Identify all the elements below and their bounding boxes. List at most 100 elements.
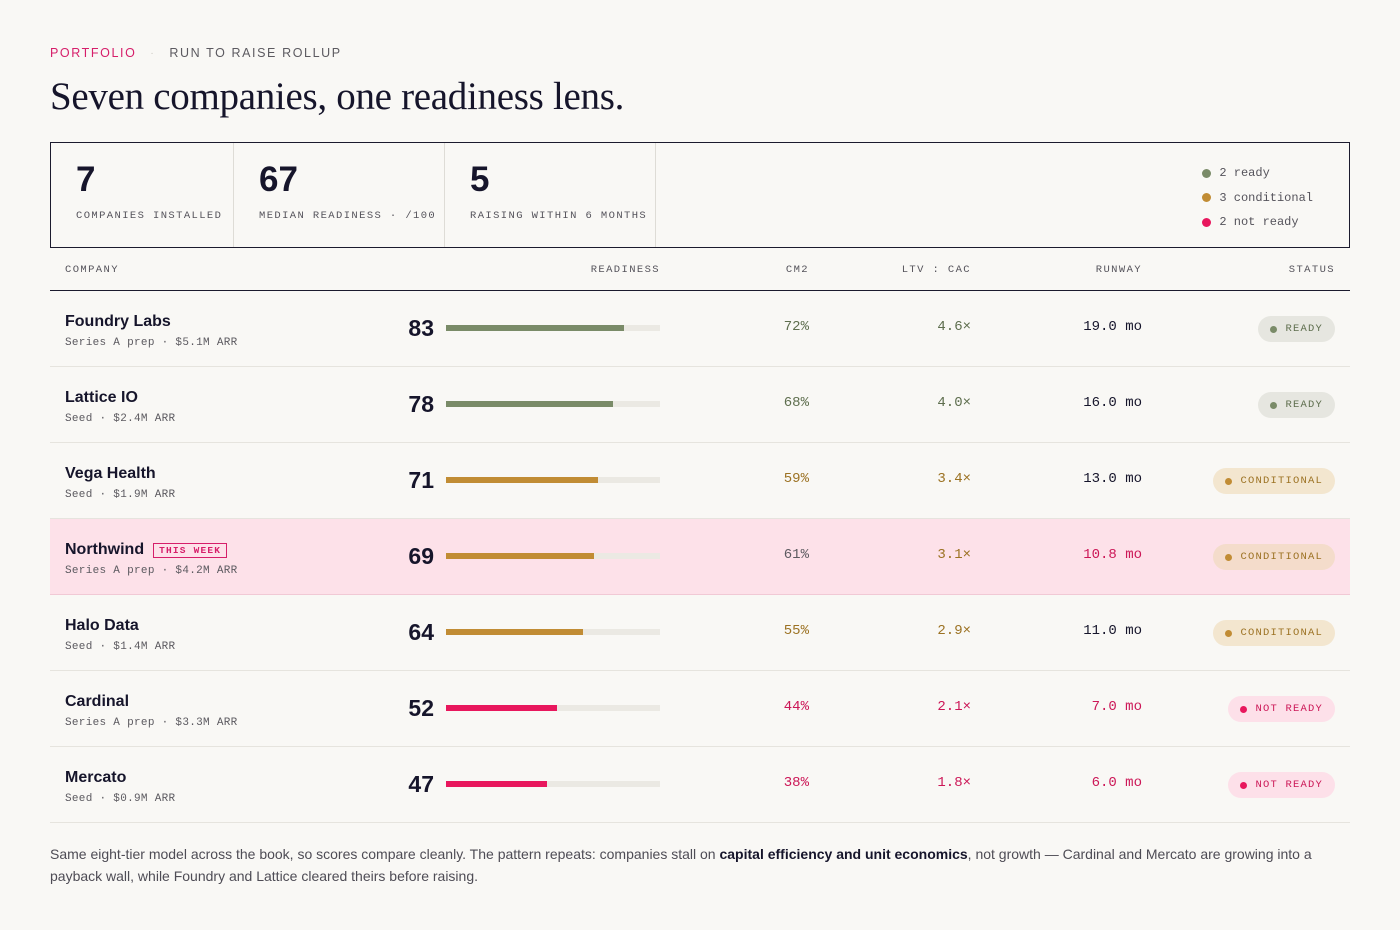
- conditional-dot-icon: [1202, 193, 1212, 203]
- status-label: READY: [1285, 323, 1323, 335]
- status-badge[interactable]: NOT READY: [1228, 696, 1335, 722]
- company-meta: Seed · $0.9M ARR: [65, 793, 176, 805]
- company-name[interactable]: Cardinal: [65, 693, 129, 711]
- eyebrow-separator: ·: [150, 47, 156, 59]
- table-header: COMPANY READINESS CM2 LTV : CAC RUNWAY S…: [50, 248, 1350, 291]
- stat-median-readiness: 67 MEDIAN READINESS · /100: [234, 143, 445, 247]
- readiness-score: 71: [408, 467, 434, 493]
- company-name[interactable]: Lattice IO: [65, 389, 138, 407]
- ready-dot-icon: [1202, 168, 1212, 178]
- column-header-cm2[interactable]: CM2: [785, 264, 809, 276]
- readiness-score: 52: [408, 695, 434, 721]
- readiness-bar: [446, 325, 660, 331]
- readiness-bar: [446, 477, 660, 483]
- status-label: NOT READY: [1255, 779, 1323, 791]
- company-name-text: Mercato: [65, 769, 127, 786]
- company-name-text: Vega Health: [65, 465, 156, 482]
- status-badge[interactable]: CONDITIONAL: [1213, 468, 1335, 494]
- footnote-text: Same eight-tier model across the book, s…: [50, 846, 720, 862]
- readiness-bar: [446, 401, 660, 407]
- status-dot-icon: [1225, 629, 1233, 637]
- company-meta: Series A prep · $5.1M ARR: [65, 337, 238, 349]
- readiness-score: 69: [408, 543, 434, 569]
- table-row[interactable]: Mercato Seed · $0.9M ARR 47 38% 1.8× 6.0 mo NO…: [50, 747, 1350, 823]
- footnote-text-end: , not growth — Cardinal and Mercato are …: [50, 846, 1312, 884]
- company-name-text: Lattice IO: [65, 389, 138, 406]
- table-row[interactable]: Foundry Labs Series A prep · $5.1M ARR 83 7…: [50, 291, 1350, 367]
- runway-value: 13.0 mo: [1083, 471, 1142, 487]
- stat-label: COMPANIES INSTALLED: [76, 210, 223, 222]
- stat-raising-within-6-months: 5 RAISING WITHIN 6 MONTHS: [445, 143, 656, 247]
- ltv-cac-value: 2.1×: [937, 699, 971, 715]
- eyebrow-section[interactable]: PORTFOLIO: [50, 46, 137, 60]
- ltv-cac-value: 1.8×: [937, 775, 971, 791]
- cm2-value: 61%: [783, 547, 809, 563]
- readiness-bar: [446, 629, 660, 635]
- summary-panel: 7 COMPANIES INSTALLED 67 MEDIAN READINES…: [50, 142, 1350, 248]
- column-header-status[interactable]: STATUS: [1288, 264, 1335, 276]
- company-meta: Seed · $1.4M ARR: [65, 641, 176, 653]
- table-row[interactable]: Vega Health Seed · $1.9M ARR 71 59% 3.4× 13.0…: [50, 443, 1350, 519]
- column-header-readiness[interactable]: READINESS: [590, 264, 660, 276]
- ltv-cac-value: 3.1×: [937, 547, 971, 563]
- status-dot-icon: [1240, 705, 1248, 713]
- status-dot-icon: [1240, 781, 1248, 789]
- status-label: CONDITIONAL: [1240, 475, 1323, 487]
- company-meta: Series A prep · $3.3M ARR: [65, 717, 238, 729]
- readiness-bar-fill: [446, 401, 613, 407]
- status-label: READY: [1285, 399, 1323, 411]
- readiness-bar: [446, 781, 660, 787]
- page-title: Seven companies, one readiness lens.: [50, 75, 625, 118]
- company-name[interactable]: Foundry Labs: [65, 313, 171, 331]
- column-header-company[interactable]: COMPANY: [65, 264, 119, 276]
- column-header-runway[interactable]: RUNWAY: [1095, 264, 1142, 276]
- stat-companies-installed: 7 COMPANIES INSTALLED: [51, 143, 234, 247]
- runway-value: 10.8 mo: [1083, 547, 1142, 563]
- status-badge[interactable]: CONDITIONAL: [1213, 620, 1335, 646]
- readiness-score: 83: [408, 315, 434, 341]
- company-name-text: Northwind: [65, 541, 145, 558]
- table-row[interactable]: Cardinal Series A prep · $3.3M ARR 52 44% 2.…: [50, 671, 1350, 747]
- company-meta: Seed · $2.4M ARR: [65, 413, 176, 425]
- company-name[interactable]: Mercato: [65, 769, 126, 787]
- table-row[interactable]: Northwind THIS WEEK Series A prep · $4.2M …: [50, 519, 1350, 595]
- table-row[interactable]: Lattice IO Seed · $2.4M ARR 78 68% 4.0× 16.0 …: [50, 367, 1350, 443]
- readiness-score: 47: [408, 771, 434, 797]
- status-badge[interactable]: CONDITIONAL: [1213, 544, 1335, 570]
- status-badge[interactable]: NOT READY: [1228, 772, 1335, 798]
- runway-value: 7.0 mo: [1091, 699, 1142, 715]
- status-label: NOT READY: [1255, 703, 1323, 715]
- legend-label: 3 conditional: [1219, 190, 1313, 205]
- legend-item-not-ready: 2 not ready: [1202, 210, 1313, 235]
- company-name[interactable]: Vega Health: [65, 465, 156, 483]
- legend-item-conditional: 3 conditional: [1202, 186, 1313, 211]
- company-name-text: Cardinal: [65, 693, 130, 710]
- runway-value: 16.0 mo: [1083, 395, 1142, 411]
- table-row[interactable]: Halo Data Seed · $1.4M ARR 64 55% 2.9× 11.0 m…: [50, 595, 1350, 671]
- readiness-score: 78: [408, 391, 434, 417]
- eyebrow: PORTFOLIO · RUN TO RAISE ROLLUP: [50, 46, 342, 60]
- readiness-bar-fill: [446, 325, 624, 331]
- company-meta: Series A prep · $4.2M ARR: [65, 565, 238, 577]
- footnote: Same eight-tier model across the book, s…: [50, 843, 1350, 887]
- company-name-text: Halo Data: [65, 617, 139, 634]
- ltv-cac-value: 4.0×: [937, 395, 971, 411]
- cm2-value: 59%: [783, 471, 809, 487]
- readiness-bar-fill: [446, 553, 594, 559]
- stat-label: RAISING WITHIN 6 MONTHS: [470, 210, 648, 222]
- company-name[interactable]: Halo Data: [65, 617, 139, 635]
- stat-label: MEDIAN READINESS · /100: [259, 210, 437, 222]
- status-badge[interactable]: READY: [1258, 392, 1335, 418]
- cm2-value: 44%: [783, 699, 809, 715]
- readiness-bar: [446, 553, 660, 559]
- readiness-bar-fill: [446, 781, 547, 787]
- cm2-value: 72%: [783, 319, 809, 335]
- company-name[interactable]: Northwind THIS WEEK: [65, 541, 228, 559]
- status-badge[interactable]: READY: [1258, 316, 1335, 342]
- ltv-cac-value: 3.4×: [937, 471, 971, 487]
- column-header-ltv-cac[interactable]: LTV : CAC: [901, 264, 971, 276]
- status-dot-icon: [1225, 553, 1233, 561]
- readiness-score: 64: [408, 619, 434, 645]
- status-label: CONDITIONAL: [1240, 551, 1323, 563]
